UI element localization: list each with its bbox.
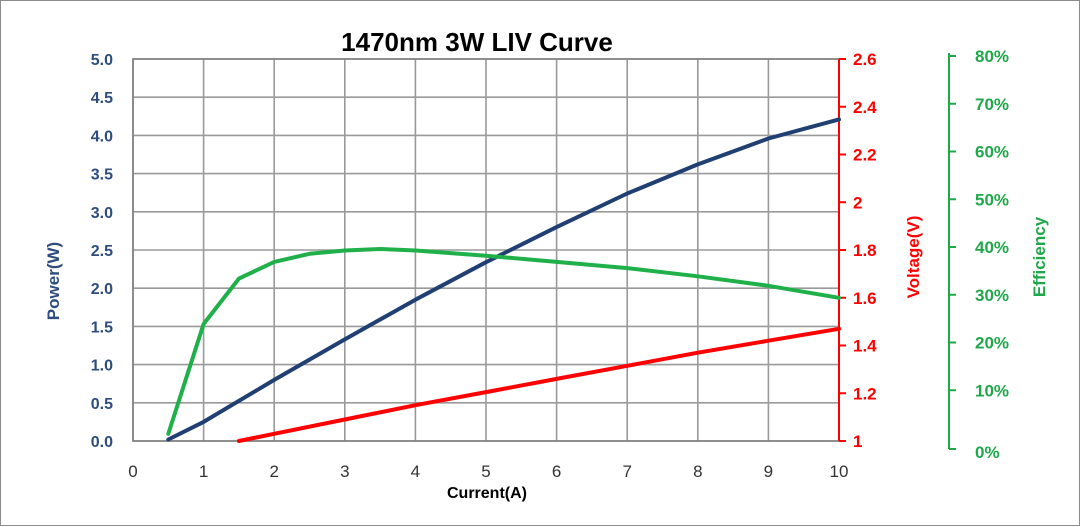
far-right-tick-label: 50%	[975, 190, 1009, 209]
series-line-right	[236, 326, 841, 443]
far-right-tick-label: 30%	[975, 286, 1009, 305]
x-tick-label: 0	[128, 462, 137, 481]
left-tick-label: 1.5	[91, 319, 113, 336]
far-right-tick-label: 70%	[975, 95, 1009, 114]
far-right-tick-label: 10%	[975, 381, 1009, 400]
x-tick-label: 7	[622, 462, 631, 481]
tick-labels: 0 1 2 3 4 5 6 7 8 9 10 0.0 0.5 1.0 1.5 2.0 2.5 3.0 3.5 4.0 4…	[91, 47, 1009, 481]
left-tick-label: 0.5	[91, 396, 113, 413]
x-tick-label: 2	[269, 462, 278, 481]
far-right-tick-label: 40%	[975, 238, 1009, 257]
left-tick-label: 1.0	[91, 358, 113, 375]
left-axis-label: Power(W)	[44, 242, 63, 320]
series-line-left	[166, 117, 841, 442]
right-tick-label: 2.4	[853, 98, 877, 117]
right-tick-label: 1.8	[853, 241, 877, 260]
x-tick-label: 10	[830, 462, 849, 481]
left-tick-label: 4.0	[91, 128, 113, 145]
right-tick-label: 2.2	[853, 146, 877, 165]
left-tick-label: 5.0	[91, 52, 113, 69]
x-tick-label: 8	[693, 462, 702, 481]
left-tick-label: 0.0	[91, 434, 113, 451]
far-right-tick-label: 0%	[975, 443, 1000, 462]
grid	[132, 58, 840, 442]
right-tick-label: 2	[853, 193, 862, 212]
right-tick-label: 2.6	[853, 50, 877, 69]
left-tick-label: 4.5	[91, 90, 113, 107]
series-lines	[166, 117, 841, 443]
x-tick-label: 4	[411, 462, 420, 481]
x-tick-label: 5	[481, 462, 490, 481]
x-tick-label: 9	[764, 462, 773, 481]
axes	[132, 53, 956, 450]
left-tick-label: 3.5	[91, 167, 113, 184]
chart-title: 1470nm 3W LIV Curve	[341, 27, 613, 57]
right-tick-label: 1.2	[853, 384, 877, 403]
left-tick-label: 2.5	[91, 243, 113, 260]
far-right-axis-label: Efficiency	[1030, 216, 1049, 297]
x-tick-label: 6	[552, 462, 561, 481]
far-right-tick-label: 60%	[975, 143, 1009, 162]
right-tick-label: 1.4	[853, 337, 877, 356]
x-axis-label: Current(A)	[447, 485, 527, 502]
far-right-tick-label: 80%	[975, 47, 1009, 66]
far-right-tick-label: 20%	[975, 334, 1009, 353]
x-tick-label: 3	[340, 462, 349, 481]
right-tick-label: 1.6	[853, 289, 877, 308]
left-tick-label: 2.0	[91, 281, 113, 298]
x-tick-label: 1	[199, 462, 208, 481]
right-axis-label: Voltage(V)	[904, 216, 923, 299]
series-line-far_right	[166, 247, 841, 436]
left-tick-label: 3.0	[91, 205, 113, 222]
right-tick-label: 1	[853, 432, 862, 451]
